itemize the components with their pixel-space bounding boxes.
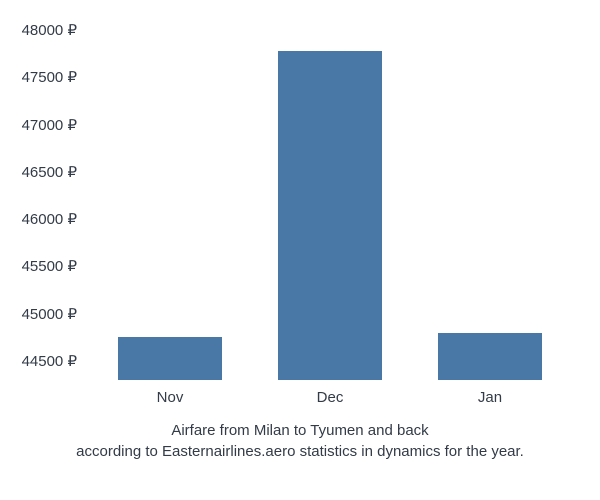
y-tick-label: 47000 ₽: [22, 116, 77, 134]
y-tick-label: 45000 ₽: [22, 305, 77, 323]
bar: [278, 51, 382, 380]
y-tick-label: 47500 ₽: [22, 68, 77, 86]
x-tick-label: Nov: [157, 389, 184, 406]
y-tick-label: 46000 ₽: [22, 210, 77, 228]
bar: [438, 333, 542, 380]
chart-caption: Airfare from Milan to Tyumen and back ac…: [0, 420, 600, 462]
y-tick-label: 46500 ₽: [22, 163, 77, 181]
y-axis: 44500 ₽ 45000 ₽ 45500 ₽ 46000 ₽ 46500 ₽ 47000…: [0, 30, 85, 380]
x-tick-label: Jan: [478, 389, 502, 406]
caption-line-2: according to Easternairlines.aero statis…: [76, 443, 524, 460]
y-tick-label: 48000 ₽: [22, 21, 77, 39]
caption-line-1: Airfare from Milan to Tyumen and back: [171, 422, 428, 439]
bar: [118, 337, 222, 380]
y-tick-label: 44500 ₽: [22, 352, 77, 370]
plot-area: [90, 30, 570, 380]
chart-container: 44500 ₽ 45000 ₽ 45500 ₽ 46000 ₽ 46500 ₽ 47000…: [0, 0, 600, 500]
x-tick-label: Dec: [317, 389, 344, 406]
x-axis: Nov Dec Jan: [90, 385, 570, 410]
y-tick-label: 45500 ₽: [22, 257, 77, 275]
